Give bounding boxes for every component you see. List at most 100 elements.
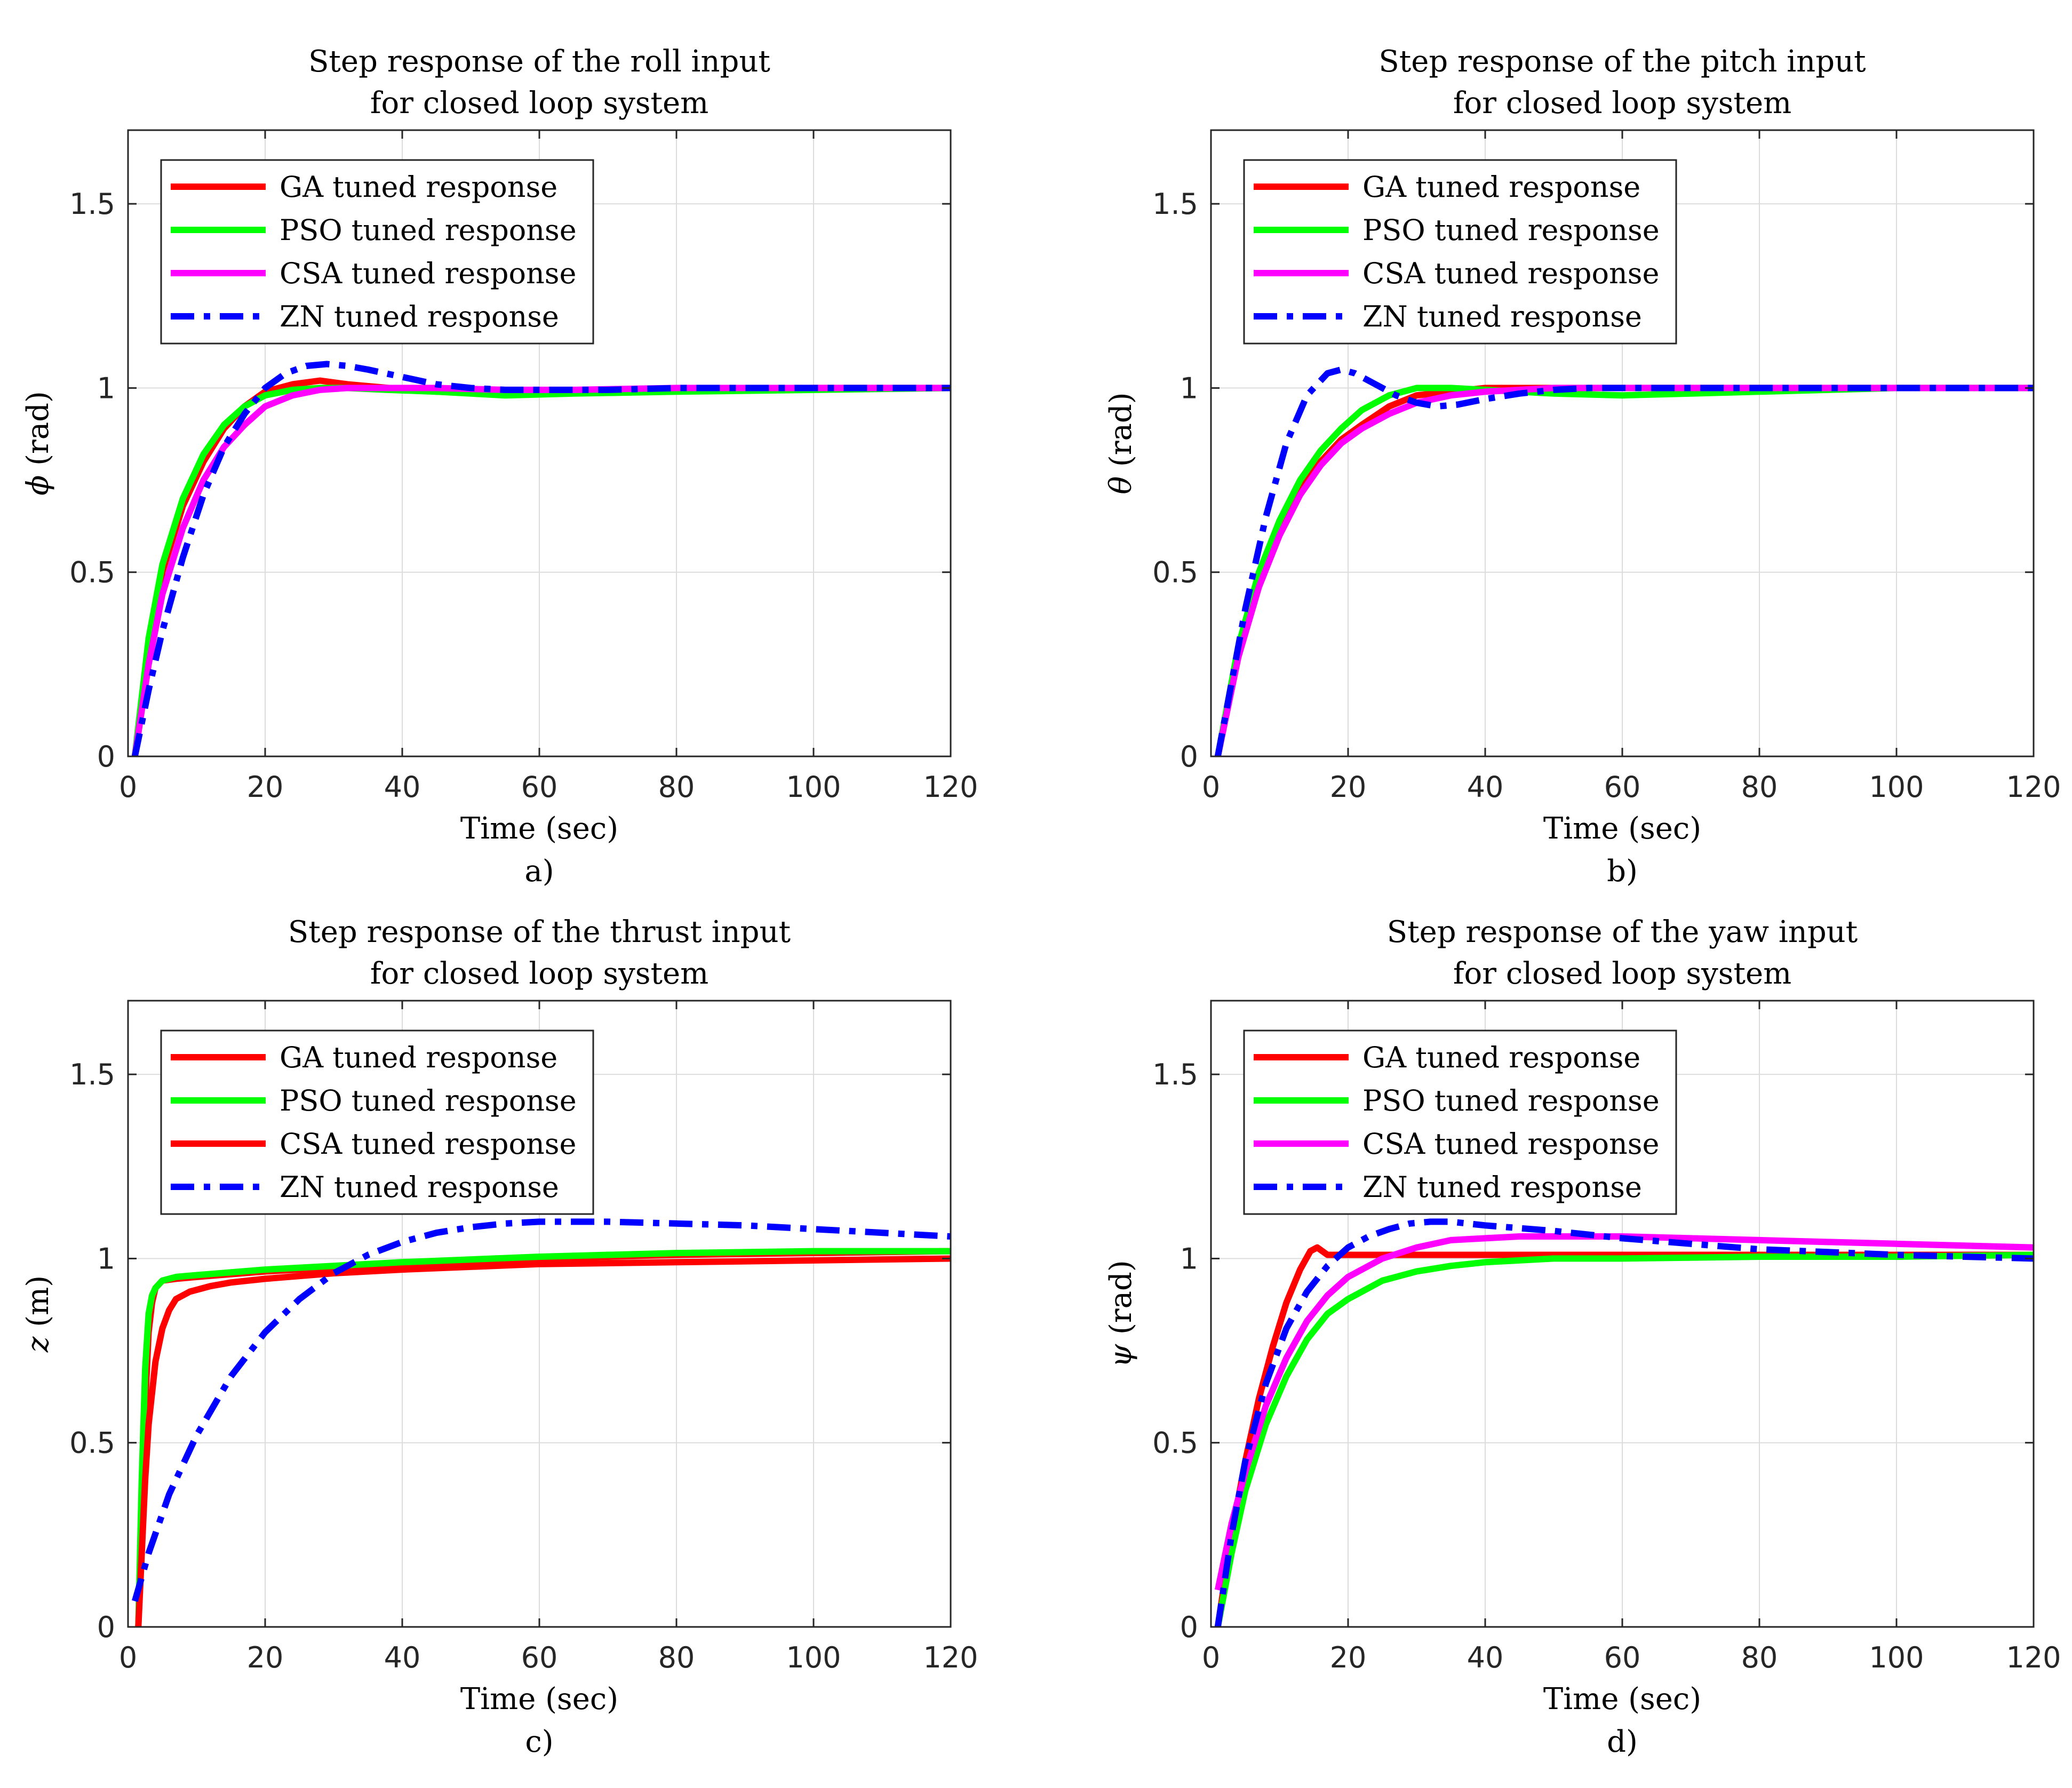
legend-label: PSO tuned response	[1362, 213, 1660, 247]
x-tick-label: 0	[119, 1641, 137, 1674]
legend-label: CSA tuned response	[280, 1127, 576, 1161]
y-tick-label: 1	[97, 371, 115, 405]
chart-title-line: Step response of the pitch input	[1378, 44, 1866, 79]
y-tick-label: 0.5	[1152, 1426, 1198, 1460]
chart-title-line: Step response of the roll input	[308, 44, 770, 79]
y-tick-label: 0.5	[69, 1426, 115, 1460]
y-tick-label: 0.5	[1152, 556, 1198, 589]
y-tick-label: 0	[97, 740, 115, 773]
x-axis-label: Time (sec)	[460, 1682, 618, 1717]
y-axis-symbol: ψ	[1104, 1344, 1138, 1368]
y-axis-unit: (rad)	[1104, 392, 1138, 476]
x-tick-label: 20	[247, 770, 284, 804]
x-tick-label: 60	[1604, 770, 1641, 804]
x-tick-label: 20	[247, 1641, 284, 1674]
y-tick-label: 1.5	[1152, 187, 1198, 221]
y-tick-label: 1.5	[69, 1058, 115, 1091]
chart-title-line: for closed loop system	[370, 956, 708, 991]
chart-title-line: Step response of the thrust input	[288, 915, 791, 949]
x-tick-label: 100	[786, 770, 841, 804]
legend-label: ZN tuned response	[280, 300, 559, 333]
y-tick-label: 0	[97, 1610, 115, 1644]
panel-a: Step response of the roll input for close…	[21, 44, 978, 889]
x-tick-label: 40	[1467, 770, 1504, 804]
legend-box	[160, 159, 594, 345]
y-axis-symbol: ϕ	[21, 475, 55, 496]
y-axis-label: θ (rad)	[1104, 392, 1138, 494]
y-axis-label: ψ (rad)	[1104, 1260, 1138, 1367]
series-line-zn	[131, 361, 951, 757]
y-tick-label: 1	[1180, 1242, 1198, 1275]
chart-title-line: for closed loop system	[370, 86, 708, 121]
x-tick-label: 0	[119, 770, 137, 804]
x-tick-label: 80	[1741, 1641, 1778, 1674]
x-tick-label: 100	[786, 1641, 841, 1674]
panel-d: Step response of the yaw input for closed…	[1104, 915, 2061, 1759]
x-tick-label: 100	[1869, 770, 1924, 804]
legend-label: PSO tuned response	[280, 1084, 577, 1118]
series-line-csa	[1214, 1233, 2034, 1591]
x-tick-label: 120	[2006, 1641, 2061, 1674]
x-tick-label: 40	[384, 1641, 421, 1674]
legend-box	[1243, 159, 1677, 345]
x-tick-label: 120	[923, 770, 978, 804]
y-tick-label: 1.5	[69, 187, 115, 221]
series-line-zn	[1214, 366, 2034, 757]
x-tick-label: 100	[1869, 1641, 1924, 1674]
y-axis-unit: (rad)	[1104, 1260, 1138, 1344]
legend-label: CSA tuned response	[1362, 257, 1659, 290]
x-tick-label: 40	[1467, 1641, 1504, 1674]
x-tick-label: 0	[1202, 770, 1220, 804]
x-tick-label: 20	[1330, 770, 1367, 804]
panel-caption: d)	[1607, 1725, 1638, 1759]
x-tick-label: 60	[1604, 1641, 1641, 1674]
series-line-ga	[131, 377, 951, 757]
legend-label: PSO tuned response	[1362, 1084, 1660, 1118]
legend-label: PSO tuned response	[280, 213, 577, 247]
legend-label: CSA tuned response	[1362, 1127, 1659, 1161]
series-line-zn	[132, 1218, 951, 1602]
x-tick-label: 60	[521, 770, 558, 804]
x-axis-label: Time (sec)	[1543, 811, 1701, 846]
legend-label: ZN tuned response	[1362, 300, 1642, 333]
legend-label: GA tuned response	[280, 170, 557, 204]
x-tick-label: 0	[1202, 1641, 1220, 1674]
x-tick-label: 120	[2006, 770, 2061, 804]
x-tick-label: 80	[658, 770, 695, 804]
series-line-pso	[1214, 1251, 2034, 1628]
legend-label: CSA tuned response	[280, 257, 576, 290]
y-axis-unit: (rad)	[21, 391, 55, 475]
y-axis-unit: (m)	[21, 1275, 55, 1337]
y-tick-label: 1	[1180, 371, 1198, 405]
x-axis-label: Time (sec)	[460, 811, 618, 846]
legend-label: ZN tuned response	[280, 1170, 559, 1204]
panel-caption: c)	[525, 1725, 553, 1759]
y-axis-label: z (m)	[21, 1275, 55, 1353]
series-line-ga	[135, 1248, 951, 1627]
y-axis-label: ϕ (rad)	[21, 391, 55, 496]
y-tick-label: 0.5	[69, 556, 115, 589]
series-line-csa	[1214, 385, 2034, 757]
x-tick-label: 120	[923, 1641, 978, 1674]
chart-title-line: for closed loop system	[1453, 956, 1791, 991]
series-line-pso	[131, 385, 951, 757]
legend-box	[160, 1029, 594, 1215]
x-tick-label: 80	[1741, 770, 1778, 804]
y-tick-label: 1	[97, 1242, 115, 1275]
x-axis-label: Time (sec)	[1543, 1682, 1701, 1717]
chart-title-line: for closed loop system	[1453, 86, 1791, 121]
x-tick-label: 20	[1330, 1641, 1367, 1674]
series-line-zn	[1214, 1218, 2034, 1627]
legend-label: GA tuned response	[1362, 170, 1640, 204]
y-axis-symbol: z	[21, 1336, 55, 1353]
series-line-pso	[135, 1248, 951, 1627]
series-line-csa	[131, 385, 951, 757]
legend-box	[1243, 1029, 1677, 1215]
series-line-pso	[1214, 385, 2034, 757]
legend-label: GA tuned response	[1362, 1041, 1640, 1074]
x-tick-label: 40	[384, 770, 421, 804]
legend-label: ZN tuned response	[1362, 1170, 1642, 1204]
series-line-csa	[135, 1255, 951, 1627]
y-tick-label: 0	[1180, 740, 1198, 773]
